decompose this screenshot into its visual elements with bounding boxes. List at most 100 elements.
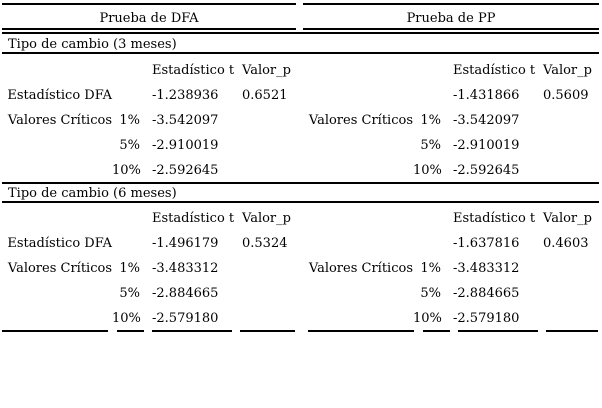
group-header-dfa: Prueba de DFA (99, 11, 199, 26)
table-row: Valores Críticos 1% -3.542097 (0, 113, 301, 129)
col-header-pvalue: Valor_p (543, 211, 592, 226)
table-row: 5% -2.884665 (301, 286, 602, 302)
stat-t-value: -1.238936 (152, 88, 219, 103)
bottom-rule-segment (308, 330, 414, 332)
bottom-rule-segment (458, 330, 538, 332)
table-row: 10% -2.579180 (0, 311, 301, 327)
table-row: Estadístico t Valor_p (301, 211, 602, 227)
table-row: 10% -2.592645 (301, 163, 602, 179)
table-row: 10% -2.579180 (301, 311, 602, 327)
row-label-valores-criticos: Valores Críticos (7, 261, 112, 276)
critical-pct: 10% (413, 311, 442, 326)
critical-pct: 1% (119, 261, 140, 276)
table-row: Estadístico DFA -1.238936 0.6521 (0, 88, 301, 104)
col-header-pvalue: Valor_p (543, 63, 592, 78)
critical-pct: 1% (420, 261, 441, 276)
header-bottom-rule (2, 32, 599, 34)
section-2-title-rule (2, 201, 599, 203)
empty-cell (543, 286, 602, 302)
critical-value: -2.884665 (152, 286, 219, 301)
row-label-valores-criticos: Valores Críticos (7, 113, 112, 128)
bottom-rule-segment (2, 330, 108, 332)
critical-pct: 5% (420, 286, 441, 301)
empty-cell (543, 113, 602, 129)
group-underline-left (2, 28, 296, 30)
stat-t-value: -1.431866 (453, 88, 520, 103)
critical-value: -3.542097 (453, 113, 520, 128)
critical-pct: 10% (112, 163, 141, 178)
table-row: Estadístico t Valor_p (0, 211, 301, 227)
critical-pct: 5% (119, 138, 140, 153)
row-label-estadistico-dfa: Estadístico DFA (7, 236, 112, 251)
group-header-pp: Prueba de PP (406, 11, 496, 26)
table-row: Valores Críticos 1% -3.483312 (301, 261, 602, 277)
bottom-rule-segment (240, 330, 295, 332)
empty-cell (0, 286, 112, 302)
critical-pct: 1% (119, 113, 140, 128)
critical-pct: 5% (119, 286, 140, 301)
critical-value: -2.592645 (453, 163, 520, 178)
table-row: 5% -2.910019 (0, 138, 301, 154)
row-label-valores-criticos: Valores Críticos (308, 113, 413, 128)
empty-cell (413, 88, 441, 104)
empty-cell (301, 236, 413, 252)
col-header-stat: Estadístico t (453, 63, 536, 78)
table-row: Valores Críticos 1% -3.483312 (0, 261, 301, 277)
col-header-stat: Estadístico t (152, 63, 235, 78)
critical-value: -2.592645 (152, 163, 219, 178)
empty-cell (242, 138, 301, 154)
group-underline-right (303, 28, 599, 30)
empty-cell (242, 261, 301, 277)
section-2-top-rule (2, 182, 599, 184)
empty-cell (301, 286, 413, 302)
section-title-6-meses: Tipo de cambio (6 meses) (8, 186, 177, 201)
empty-cell (0, 163, 112, 179)
stat-t-value: -1.496179 (152, 236, 219, 251)
table-row: Estadístico t Valor_p (301, 63, 602, 79)
p-value: 0.4603 (543, 236, 589, 251)
table-row: 10% -2.592645 (0, 163, 301, 179)
empty-cell (543, 311, 602, 327)
table-row: -1.637816 0.4603 (301, 236, 602, 252)
empty-cell (242, 311, 301, 327)
p-value: 0.6521 (242, 88, 288, 103)
critical-value: -2.910019 (453, 138, 520, 153)
empty-cell (301, 163, 413, 179)
empty-cell (242, 286, 301, 302)
critical-pct: 1% (420, 113, 441, 128)
empty-cell (301, 138, 413, 154)
section-title-3-meses: Tipo de cambio (3 meses) (8, 37, 177, 52)
col-header-pvalue: Valor_p (242, 211, 291, 226)
critical-value: -2.579180 (453, 311, 520, 326)
bottom-rule-segment (423, 330, 450, 332)
table-row: Valores Críticos 1% -3.542097 (301, 113, 602, 129)
row-label-valores-criticos: Valores Críticos (308, 261, 413, 276)
table-row: -1.431866 0.5609 (301, 88, 602, 104)
empty-cell (543, 138, 602, 154)
p-value: 0.5324 (242, 236, 288, 251)
empty-cell (112, 88, 140, 104)
empty-cell (543, 163, 602, 179)
table-row: Estadístico DFA -1.496179 0.5324 (0, 236, 301, 252)
empty-cell (301, 311, 413, 327)
critical-value: -3.542097 (152, 113, 219, 128)
col-header-stat: Estadístico t (152, 211, 235, 226)
critical-pct: 10% (112, 311, 141, 326)
critical-value: -2.884665 (453, 286, 520, 301)
critical-value: -3.483312 (152, 261, 219, 276)
empty-cell (413, 211, 441, 227)
empty-cell (112, 211, 140, 227)
critical-pct: 10% (413, 163, 442, 178)
critical-value: -2.910019 (152, 138, 219, 153)
empty-cell (301, 88, 413, 104)
empty-cell (0, 311, 112, 327)
empty-cell (301, 63, 413, 79)
top-rule-left-segment (2, 3, 296, 5)
table-row: 5% -2.910019 (301, 138, 602, 154)
empty-cell (0, 138, 112, 154)
top-rule-right-segment (303, 3, 599, 5)
empty-cell (242, 113, 301, 129)
empty-cell (112, 236, 140, 252)
table-row: 5% -2.884665 (0, 286, 301, 302)
